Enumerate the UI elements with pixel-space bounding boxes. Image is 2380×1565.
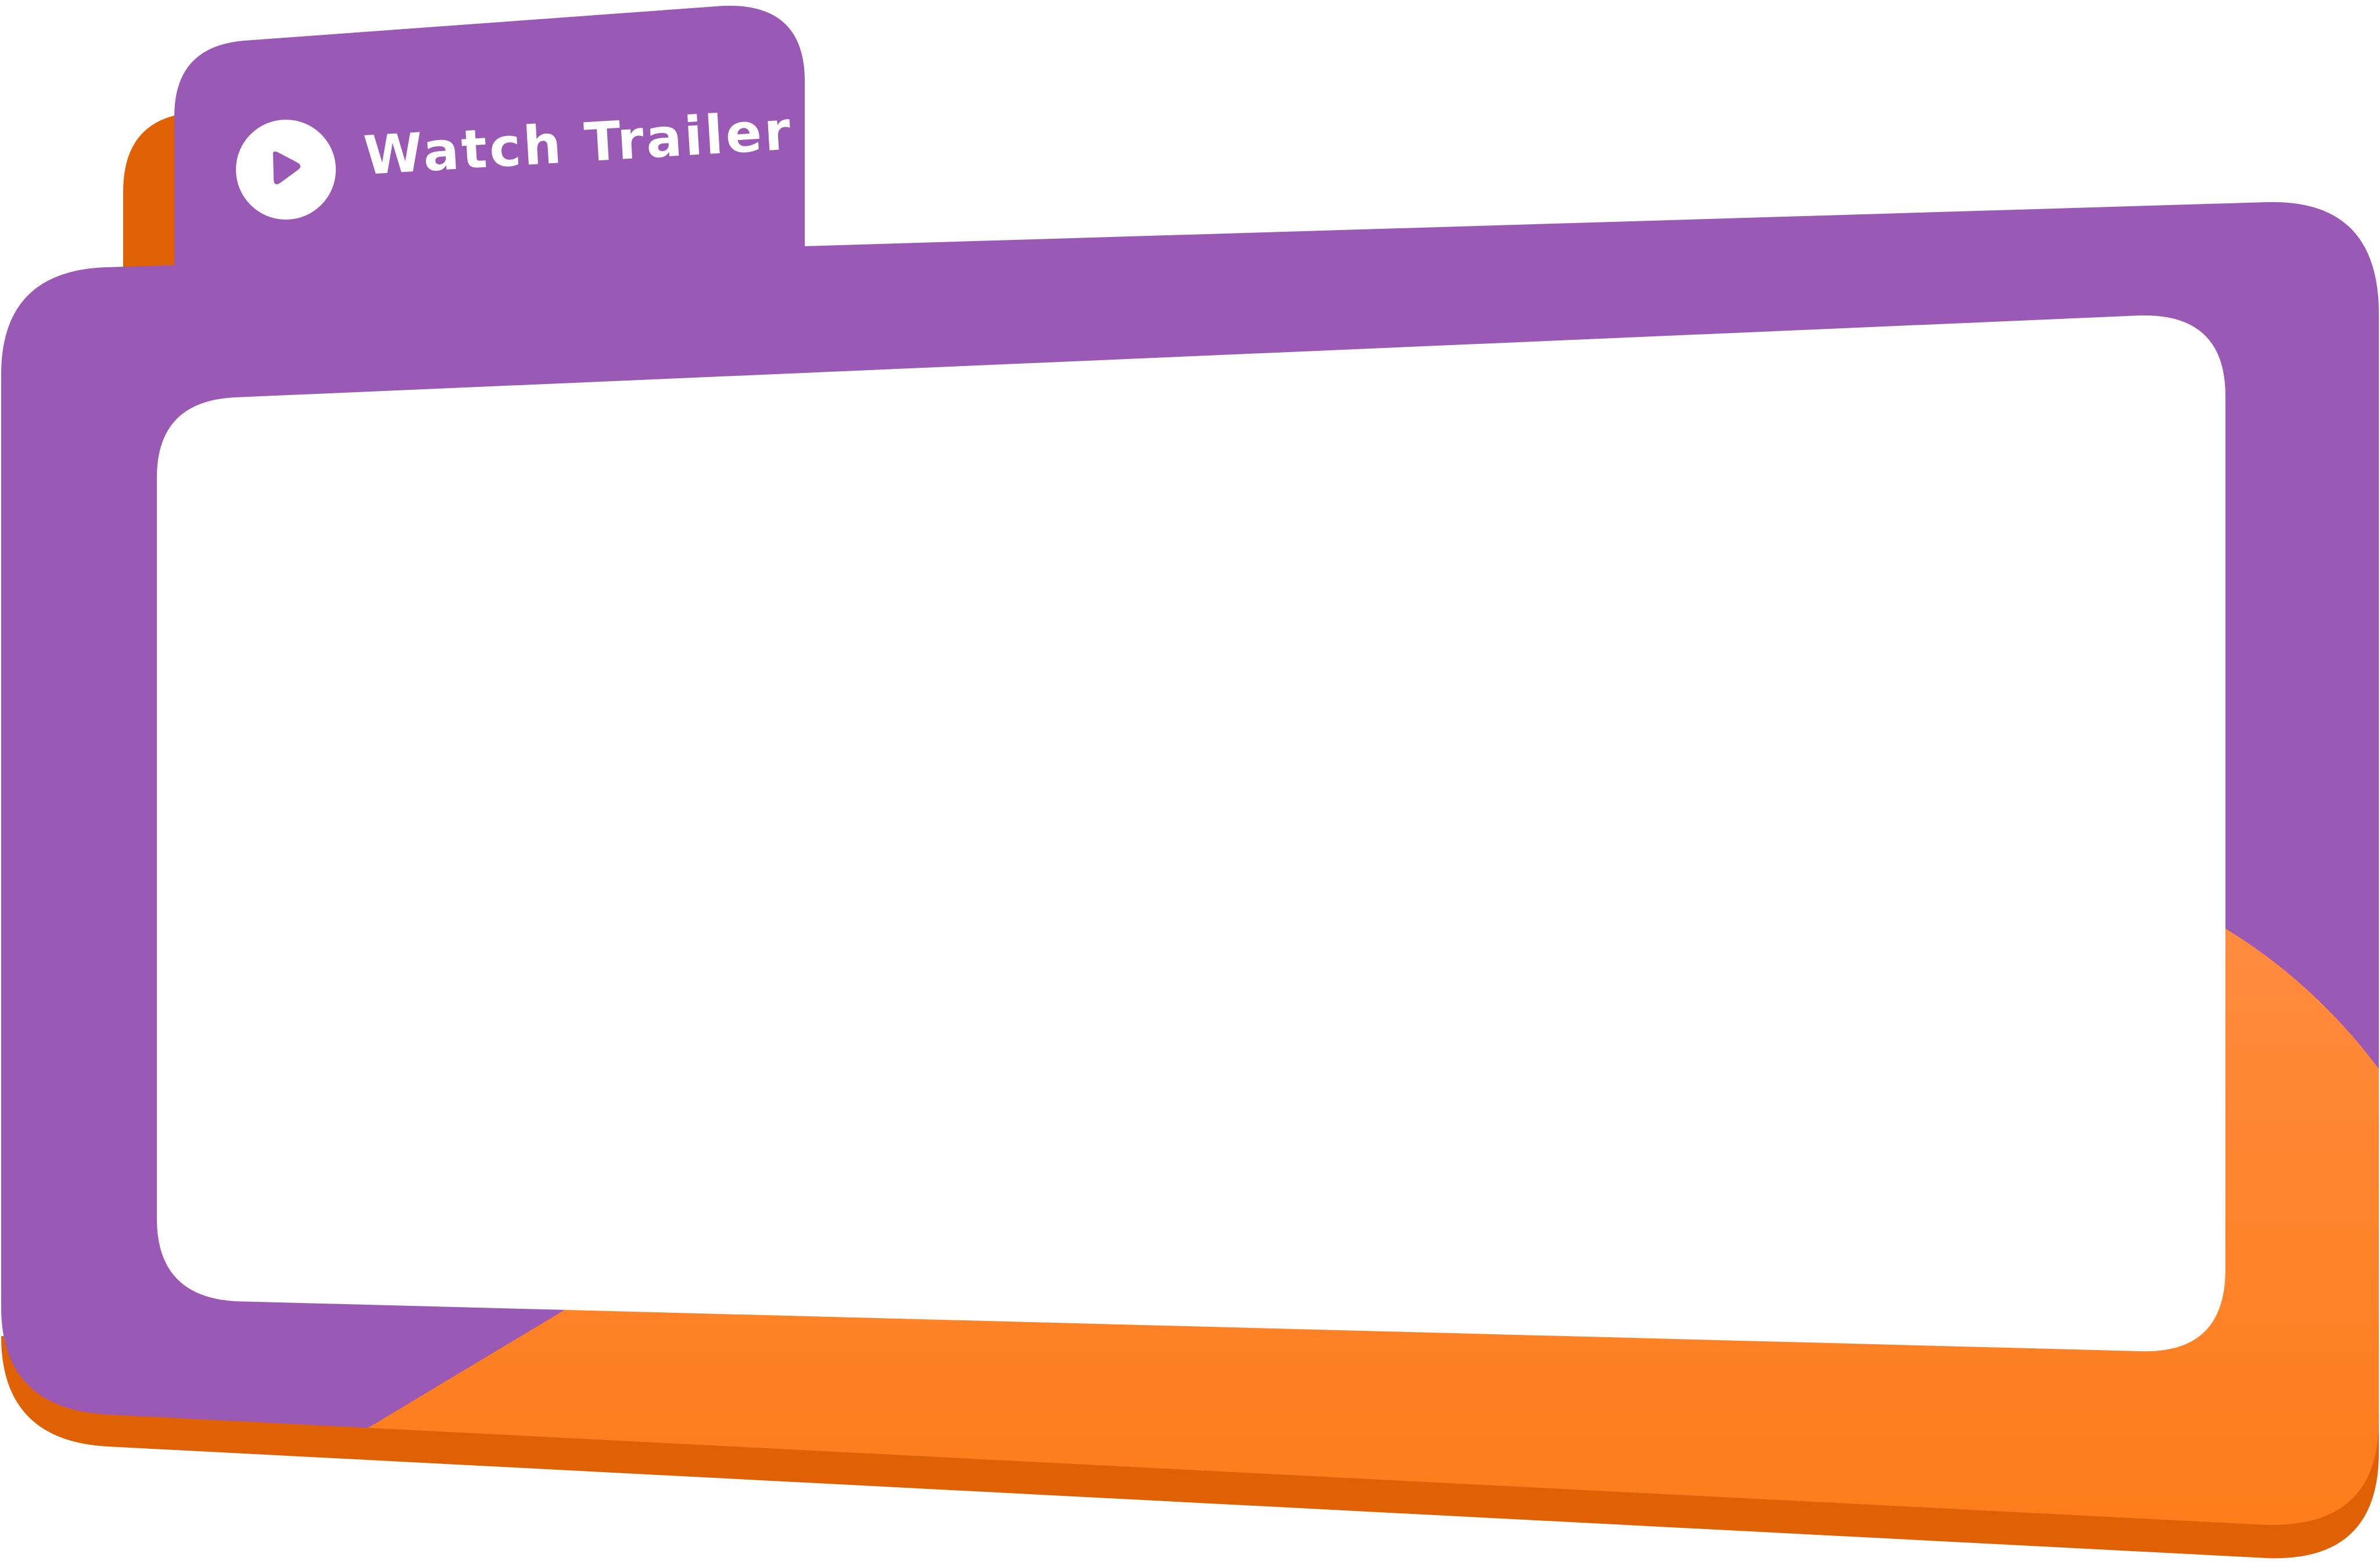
trailer-tab[interactable]	[174, 5, 805, 302]
video-screen[interactable]	[157, 315, 2225, 1352]
play-icon[interactable]	[236, 120, 336, 220]
